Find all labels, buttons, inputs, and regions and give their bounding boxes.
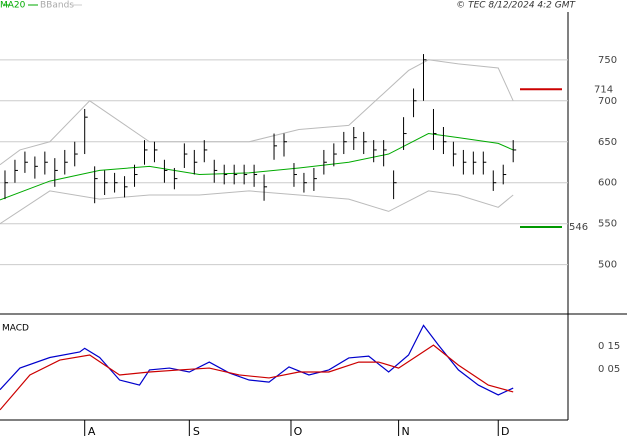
x-tick-label: S (193, 425, 200, 438)
y-tick-label: 550 (598, 219, 617, 230)
ma-label: MA20 (0, 1, 26, 11)
y-tick-label: 650 (598, 137, 617, 148)
y-tick-label: 0 15 (598, 341, 620, 352)
x-tick-label: A (88, 425, 96, 438)
x-tick-label: O (294, 425, 303, 438)
level-label: 546 (569, 222, 588, 233)
y-tick-label: 750 (598, 55, 617, 66)
series-line (0, 344, 514, 411)
copyright: © TEC 8/12/2024 4:2 GMT (456, 1, 576, 11)
y-tick-label: 600 (598, 178, 617, 189)
level-label: 714 (594, 84, 613, 95)
series-line (0, 190, 514, 225)
x-tick-label: N (401, 425, 409, 438)
series-line (0, 133, 514, 201)
y-tick-label: 700 (598, 96, 617, 107)
x-tick-label: D (501, 425, 509, 438)
series-line (0, 324, 514, 396)
bands-label: BBands (40, 1, 74, 11)
y-tick-label: 500 (598, 260, 617, 271)
y-tick-label: 0 05 (598, 364, 620, 375)
panel-title: MACD (2, 324, 29, 334)
